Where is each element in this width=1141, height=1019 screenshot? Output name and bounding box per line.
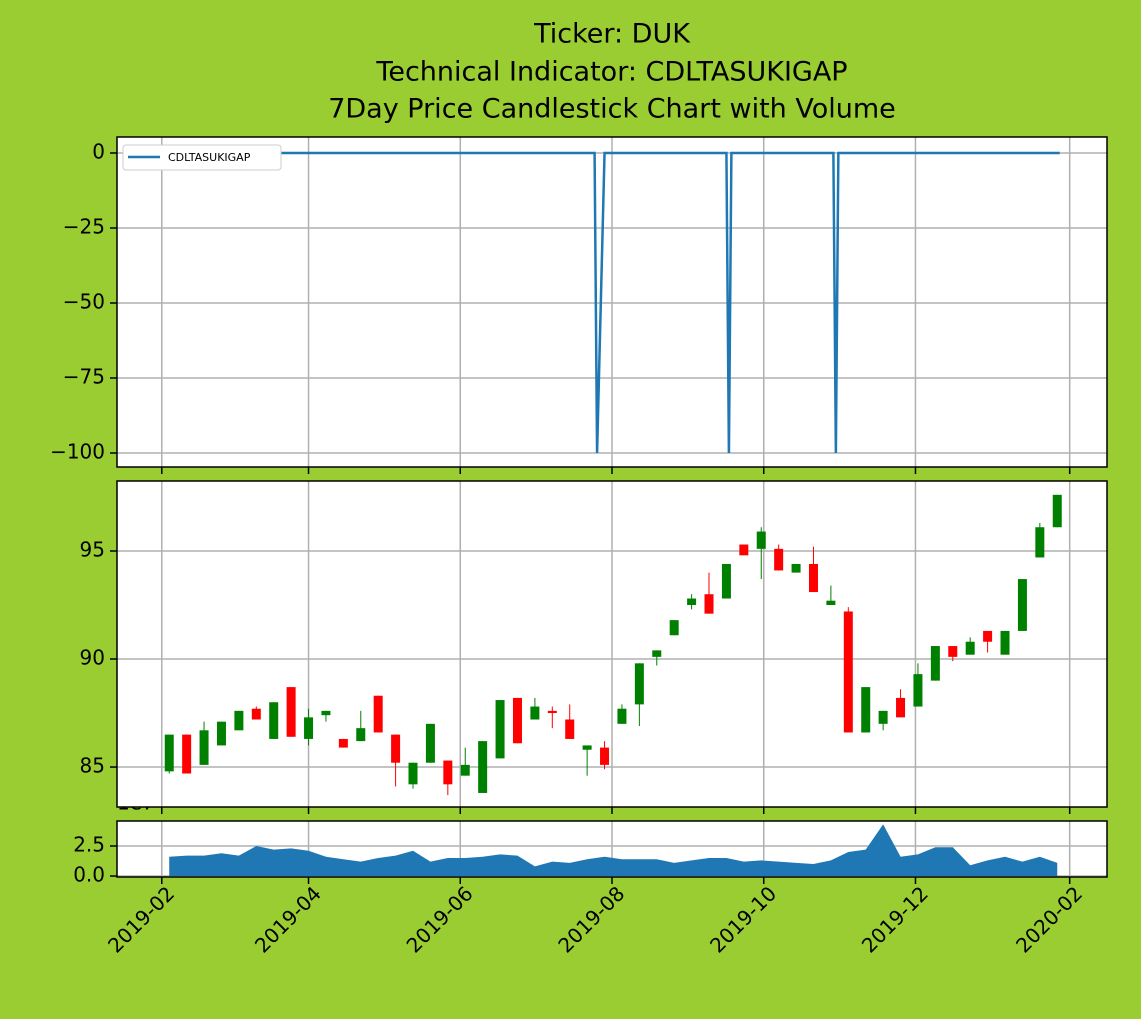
- candle-body: [565, 719, 575, 739]
- candle-body: [791, 563, 801, 573]
- y-tick-label: 85: [80, 754, 105, 778]
- candle-body: [391, 734, 401, 763]
- candle-body: [652, 650, 662, 657]
- candle-body: [425, 723, 435, 763]
- candle-body: [861, 687, 871, 733]
- candle-body: [948, 646, 958, 657]
- candle-body: [321, 710, 331, 716]
- candle-body: [478, 741, 488, 793]
- candle-body: [669, 620, 679, 636]
- plot-border: [116, 820, 1108, 878]
- plot-border: [116, 136, 1108, 468]
- y-tick-label: −75: [63, 364, 105, 388]
- x-tick-label: 2019-08: [553, 881, 629, 957]
- candle-body: [251, 708, 261, 720]
- indicator-line: [161, 151, 1060, 454]
- candle-body: [512, 697, 522, 744]
- candle-body: [774, 548, 784, 571]
- candle-body: [408, 762, 418, 785]
- candle-body: [843, 611, 853, 733]
- candle-body: [965, 641, 975, 655]
- x-tick-label: 2019-04: [250, 881, 326, 957]
- volume-area: [169, 824, 1058, 877]
- candle-body: [356, 728, 366, 742]
- y-tick-label: −50: [63, 289, 105, 313]
- candle-body: [600, 747, 610, 765]
- candle-body: [721, 563, 731, 599]
- candle-body: [687, 598, 697, 606]
- candle-body: [460, 764, 470, 776]
- candle-body: [373, 695, 383, 733]
- candle-body: [286, 687, 296, 737]
- y-tick-label: 0.0: [73, 863, 105, 887]
- candle-body: [878, 710, 888, 724]
- x-tick-label: 2019-12: [857, 881, 933, 957]
- candle-body: [704, 594, 714, 614]
- y-tick-label: −100: [50, 439, 105, 463]
- candle-body: [930, 646, 940, 681]
- title-line: 7Day Price Candlestick Chart with Volume: [328, 94, 896, 125]
- x-tick-label: 2019-02: [103, 881, 179, 957]
- candle-body: [495, 700, 505, 759]
- candle-body: [199, 730, 209, 765]
- candle-body: [216, 721, 226, 746]
- candle-body: [182, 734, 192, 774]
- x-tick-label: 2019-10: [705, 881, 781, 957]
- candle-body: [269, 702, 279, 739]
- candle-body: [896, 697, 906, 718]
- y-tick-label: 0: [92, 139, 105, 163]
- candle-body: [1000, 630, 1010, 655]
- x-tick-label: 2019-06: [402, 881, 478, 957]
- candle-body: [338, 738, 348, 748]
- candle-body: [826, 600, 836, 606]
- candle-body: [443, 760, 453, 785]
- legend-box: [122, 144, 282, 171]
- x-tick-label: 2020-02: [1011, 881, 1087, 957]
- y-tick-label: 90: [80, 646, 105, 670]
- title-line: Ticker: DUK: [533, 19, 691, 50]
- candle-body: [1052, 494, 1062, 528]
- y-tick-label: 95: [80, 537, 105, 561]
- y-tick-label: −25: [63, 214, 105, 238]
- candle-body: [582, 745, 592, 750]
- candle-body: [164, 734, 174, 772]
- candle-body: [617, 708, 627, 724]
- legend-label: CDLTASUKIGAP: [168, 151, 251, 164]
- candle-body: [739, 544, 749, 556]
- candle-body: [234, 710, 244, 731]
- candle-body: [530, 706, 540, 720]
- candle-body: [547, 710, 557, 714]
- candle-body: [304, 717, 314, 739]
- candle-body: [1017, 579, 1027, 631]
- candle-body: [634, 663, 644, 705]
- plot-border: [116, 480, 1108, 808]
- y-tick-label: 2.5: [73, 832, 105, 856]
- candle-body: [756, 531, 766, 549]
- candle-body: [808, 563, 818, 593]
- title-line: Technical Indicator: CDLTASUKIGAP: [375, 57, 847, 88]
- candle-body: [983, 630, 993, 642]
- candle-body: [1035, 527, 1045, 558]
- candle-body: [913, 674, 923, 707]
